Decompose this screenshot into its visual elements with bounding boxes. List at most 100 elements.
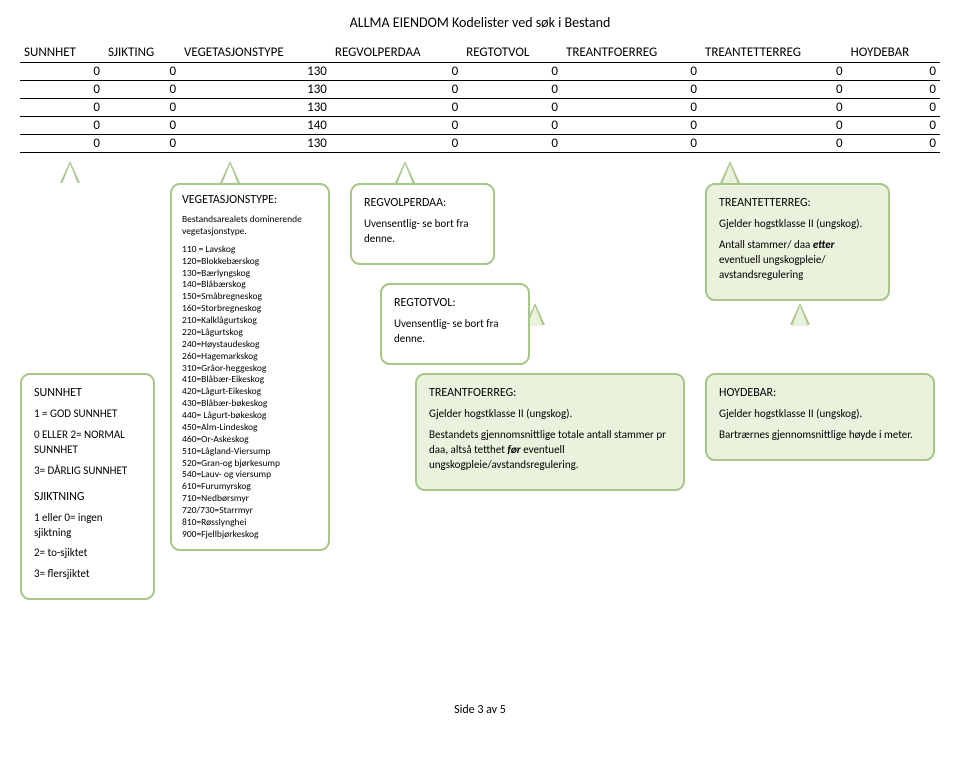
table-cell: 0 (562, 81, 701, 99)
vegtype-code: 460=Or-Askeskog (182, 434, 318, 446)
vegtype-code: 240=Høystaudeskog (182, 339, 318, 351)
pointer (790, 303, 810, 325)
table-header: REGTOTVOL (462, 43, 562, 63)
txt: Gjelder hogstklasse II (ungskog). (719, 407, 921, 422)
table-row: 0013000000 (20, 81, 940, 99)
table-cell: 0 (562, 99, 701, 117)
table-cell: 0 (331, 135, 462, 153)
table-cell: 130 (180, 135, 331, 153)
table-cell: 0 (562, 63, 701, 81)
pointer (395, 161, 415, 183)
txt: 1 = GOD SUNNHET (34, 407, 141, 422)
table-cell: 0 (462, 63, 562, 81)
table-cell: 0 (847, 63, 940, 81)
title: TREANTETTERREG: (719, 195, 876, 211)
txt: før (507, 443, 520, 456)
txt: eventuell ungskogpleie/ avstandsreguleri… (719, 253, 826, 281)
table-cell: 0 (104, 63, 180, 81)
table-cell: 0 (331, 81, 462, 99)
txt: Antall stammer/ daa etter eventuell ungs… (719, 238, 876, 283)
table-cell: 0 (701, 63, 847, 81)
table-cell: 0 (104, 135, 180, 153)
vegtype-title: VEGETASJONSTYPE: (182, 193, 318, 208)
pointer (220, 161, 240, 183)
table-cell: 140 (180, 117, 331, 135)
table-cell: 0 (701, 99, 847, 117)
txt: Bestandets gjennomsnittlige totale antal… (429, 428, 671, 473)
table-cell: 0 (20, 63, 104, 81)
table-header: HOYDEBAR (847, 43, 940, 63)
sunnhet-title: SUNNHET (34, 385, 141, 401)
callout-regtotvol: REGTOTVOL: Uvensentlig- se bort fra denn… (380, 283, 530, 365)
callout-regvolperdaa: REGVOLPERDAA: Uvensentlig- se bort fra d… (350, 183, 495, 265)
table-row: 0013000000 (20, 135, 940, 153)
vegtype-code: 120=Blokkebærskog (182, 256, 318, 268)
vegtype-code: 220=Lågurtskog (182, 327, 318, 339)
table-cell: 0 (331, 63, 462, 81)
table-cell: 0 (104, 99, 180, 117)
txt: Gjelder hogstklasse II (ungskog). (429, 407, 671, 422)
pointer (60, 161, 80, 183)
callouts-area: SUNNHET 1 = GOD SUNNHET 0 ELLER 2= NORMA… (20, 203, 940, 683)
table-cell: 0 (462, 99, 562, 117)
title: REGTOTVOL: (394, 295, 516, 311)
vegtype-code: 110 = Lavskog (182, 244, 318, 256)
table-cell: 0 (20, 117, 104, 135)
table-cell: 0 (701, 117, 847, 135)
callout-treantetterreg: TREANTETTERREG: Gjelder hogstklasse II (… (705, 183, 890, 301)
table-cell: 0 (20, 81, 104, 99)
txt: 3= DÅRLIG SUNNHET (34, 464, 141, 479)
table-cell: 0 (847, 135, 940, 153)
table-cell: 0 (562, 117, 701, 135)
txt: Antall stammer/ daa (719, 238, 813, 251)
vegtype-code: 260=Hagemarkskog (182, 351, 318, 363)
table-cell: 0 (462, 117, 562, 135)
title: REGVOLPERDAA: (364, 195, 481, 211)
table-cell: 0 (104, 117, 180, 135)
table-cell: 0 (104, 81, 180, 99)
vegtype-code: 450=Alm-Lindeskog (182, 422, 318, 434)
table-cell: 130 (180, 81, 331, 99)
callout-hoydebar: HOYDEBAR: Gjelder hogstklasse II (ungsko… (705, 373, 935, 461)
txt: Bartrærnes gjennomsnittlige høyde i mete… (719, 428, 921, 443)
table-cell: 0 (562, 135, 701, 153)
table-header: VEGETASJONSTYPE (180, 43, 331, 63)
table-cell: 0 (331, 99, 462, 117)
vegtype-code: 510=Lågland-Viersump (182, 446, 318, 458)
txt: etter (813, 238, 835, 251)
table-row: 0014000000 (20, 117, 940, 135)
table-cell: 0 (462, 81, 562, 99)
table-row: 0013000000 (20, 63, 940, 81)
callout-vegtype: VEGETASJONSTYPE: Bestandsarealets domine… (170, 183, 330, 551)
callout-treantfoerreg: TREANTFOERREG: Gjelder hogstklasse II (u… (415, 373, 685, 491)
txt: 2= to-sjiktet (34, 546, 141, 561)
title: TREANTFOERREG: (429, 385, 671, 401)
callout-sunnhet: SUNNHET 1 = GOD SUNNHET 0 ELLER 2= NORMA… (20, 373, 155, 600)
vegtype-code: 900=Fjellbjørkeskog (182, 529, 318, 541)
table-cell: 0 (20, 99, 104, 117)
data-table: SUNNHETSJIKTINGVEGETASJONSTYPEREGVOLPERD… (20, 43, 940, 153)
vegtype-codes: 110 = Lavskog120=Blokkebærskog130=Bærlyn… (182, 244, 318, 541)
table-row: 0013000000 (20, 99, 940, 117)
txt: 3= flersjiktet (34, 567, 141, 582)
table-cell: 0 (847, 81, 940, 99)
table-header: SJIKTING (104, 43, 180, 63)
table-header: TREANTFOERREG (562, 43, 701, 63)
table-cell: 130 (180, 63, 331, 81)
pointer (720, 161, 740, 183)
table-header: SUNNHET (20, 43, 104, 63)
txt: 0 ELLER 2= NORMAL SUNNHET (34, 428, 141, 458)
table-cell: 0 (847, 99, 940, 117)
txt: 1 eller 0= ingen sjiktning (34, 511, 141, 541)
page-footer: Side 3 av 5 (20, 703, 940, 717)
table-cell: 0 (462, 135, 562, 153)
table-cell: 0 (701, 81, 847, 99)
txt: Uvensentlig- se bort fra denne. (394, 317, 516, 347)
txt: Uvensentlig- se bort fra denne. (364, 217, 481, 247)
vegtype-code: 810=Røsslynghei (182, 517, 318, 529)
table-cell: 0 (331, 117, 462, 135)
table-cell: 0 (701, 135, 847, 153)
txt: Bestandsarealets dominerende vegetasjons… (182, 214, 318, 238)
page-title: ALLMA EIENDOM Kodelister ved søk i Besta… (20, 14, 940, 31)
table-header: TREANTETTERREG (701, 43, 847, 63)
